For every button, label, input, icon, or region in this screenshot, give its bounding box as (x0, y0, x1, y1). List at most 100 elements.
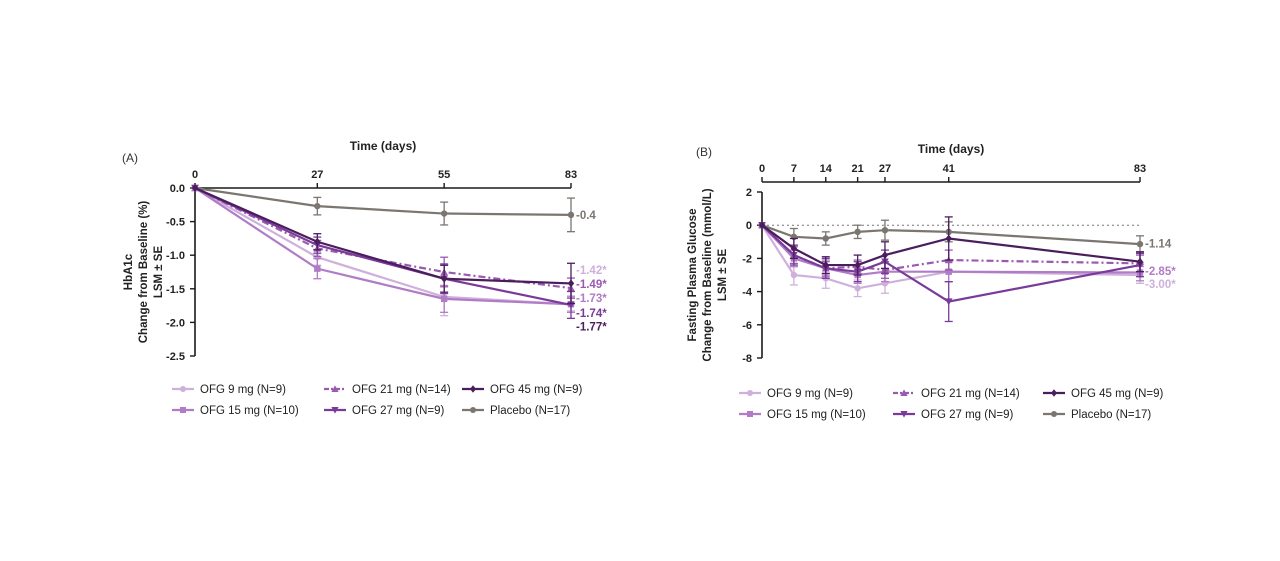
data-point (854, 228, 861, 236)
x-tick-label: 27 (879, 163, 891, 175)
data-point (790, 244, 798, 253)
legend-marker (900, 411, 908, 418)
end-value-label: -1.77* (576, 321, 607, 333)
legend-label: OFG 15 mg (N=10) (200, 405, 299, 417)
x-axis-title: Time (days) (918, 142, 984, 156)
data-point (440, 295, 448, 303)
data-point (314, 202, 321, 210)
legend-item-placebo: Placebo (N=17) (462, 405, 570, 417)
legend-marker (900, 389, 908, 396)
legend-marker (180, 386, 186, 392)
legend-label: OFG 27 mg (N=9) (352, 405, 445, 417)
series-ofg45 (758, 216, 1144, 276)
y-tick-label: -8 (742, 353, 752, 365)
end-value-label: -1.42* (576, 265, 607, 277)
legend-marker (747, 390, 753, 396)
series-line (194, 187, 572, 307)
y-axis-title-line: HbA1c (123, 253, 135, 290)
data-point (945, 268, 952, 275)
x-tick-label: 0 (192, 169, 198, 181)
y-tick-label: -6 (742, 320, 752, 332)
x-tick-label: 83 (1134, 163, 1146, 175)
legend-label: OFG 45 mg (N=9) (1071, 388, 1164, 400)
legend-label: OFG 9 mg (N=9) (767, 388, 853, 400)
legend-marker (331, 385, 339, 392)
end-value-label: -1.49* (576, 279, 607, 291)
data-point (440, 274, 448, 283)
y-tick-label: -1.5 (166, 284, 185, 296)
y-axis-title-line: LSM ± SE (717, 249, 729, 302)
data-point (314, 237, 321, 246)
x-axis-title: Time (days) (350, 139, 416, 153)
legend-marker (1051, 389, 1057, 397)
x-tick-label: 55 (438, 169, 450, 181)
data-point (854, 261, 861, 270)
chart-panel-a: (A) Time (days) HbA1c Change from Baseline … (122, 139, 607, 417)
end-value-label: -1.73* (576, 293, 607, 305)
data-point (567, 211, 575, 219)
series-line (194, 187, 572, 290)
legend-label: OFG 21 mg (N=14) (921, 388, 1020, 400)
legend-item-ofg9: OFG 9 mg (N=9) (739, 388, 853, 400)
y-tick-label: -4 (742, 287, 753, 299)
data-point (790, 271, 798, 279)
y-tick-label: -0.5 (166, 217, 185, 229)
panel-label: (B) (696, 145, 712, 159)
y-tick-label: 0.0 (170, 183, 185, 195)
legend-item-ofg21: OFG 21 mg (N=14) (893, 388, 1020, 400)
x-tick-label: 27 (311, 169, 323, 181)
series-line (194, 187, 572, 306)
series-line (194, 186, 572, 216)
y-tick-label: -1.0 (166, 250, 185, 262)
data-point (440, 210, 448, 217)
data-point (822, 261, 829, 270)
y-axis-title-line: Change from Baseline (%) (138, 201, 150, 344)
y-axis-title-line: Fasting Plasma Glucose (687, 209, 699, 342)
legend-item-ofg27: OFG 27 mg (N=9) (324, 405, 445, 417)
legend-label: OFG 45 mg (N=9) (490, 384, 583, 396)
end-value-label: -1.14 (1145, 238, 1172, 250)
legend-marker (747, 411, 753, 417)
legend: OFG 9 mg (N=9) OFG 21 mg (N=14) OFG 45 mg … (739, 388, 1164, 421)
end-value-label: -3.00* (1145, 279, 1176, 291)
data-point (758, 221, 766, 230)
legend-label: Placebo (N=17) (490, 405, 570, 417)
y-axis-title-line: Change from Baseline (mmol/L) (702, 188, 714, 361)
y-tick-label: -2.0 (166, 317, 185, 329)
data-point (1136, 257, 1144, 266)
data-point (945, 234, 952, 243)
x-tick-label: 14 (820, 163, 833, 175)
data-point (1136, 240, 1144, 248)
y-tick-label: -2.5 (166, 351, 185, 363)
legend-label: Placebo (N=17) (1071, 409, 1151, 421)
data-point (881, 226, 889, 234)
x-tick-label: 21 (852, 163, 864, 175)
legend-item-ofg15: OFG 15 mg (N=10) (172, 405, 299, 417)
data-point (191, 184, 199, 192)
data-point (944, 298, 953, 306)
legend-marker (331, 407, 339, 414)
chart-panel-b: (B) Time (days) Fasting Plasma Glucose Chan… (687, 142, 1176, 421)
series-placebo (758, 219, 1144, 254)
series-ofg27 (191, 184, 575, 320)
legend-label: OFG 27 mg (N=9) (921, 409, 1014, 421)
x-tick-label: 83 (565, 169, 577, 181)
data-point (314, 265, 321, 272)
legend-marker (1051, 411, 1057, 417)
legend-item-ofg45: OFG 45 mg (N=9) (462, 384, 583, 396)
series-line (761, 224, 1141, 290)
legend: OFG 9 mg (N=9) OFG 21 mg (N=14) OFG 45 mg … (172, 384, 583, 417)
legend-label: OFG 15 mg (N=10) (767, 409, 866, 421)
series-line (194, 186, 572, 285)
data-point (822, 235, 829, 242)
legend-item-ofg9: OFG 9 mg (N=9) (172, 384, 286, 396)
data-point (854, 285, 861, 292)
legend-item-ofg15: OFG 15 mg (N=10) (739, 409, 866, 421)
panel-label: (A) (122, 151, 138, 165)
series-ofg9 (191, 184, 575, 317)
legend-label: OFG 9 mg (N=9) (200, 384, 286, 396)
x-tick-label: 0 (759, 163, 765, 175)
x-tick-label: 7 (791, 163, 797, 175)
end-value-label: -2.85* (1145, 266, 1176, 278)
